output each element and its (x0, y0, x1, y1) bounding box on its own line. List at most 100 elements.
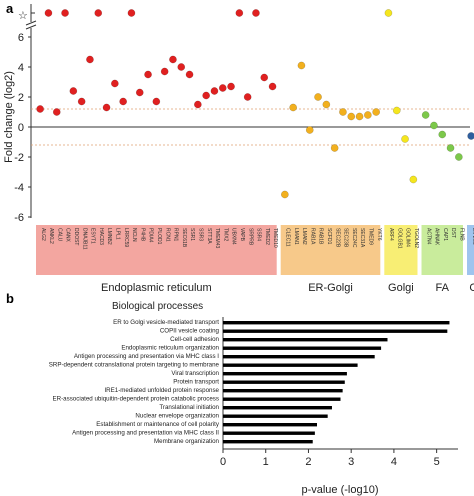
data-point (61, 9, 69, 17)
axis-break-mark (25, 20, 37, 26)
category-box (280, 225, 381, 275)
process-label: Nuclear envelope organization (135, 413, 219, 420)
bar (223, 372, 347, 376)
gene-label: LPL1 (114, 228, 120, 240)
data-point (227, 82, 235, 91)
category-name: ER-Golgi (308, 282, 353, 294)
data-point (421, 111, 430, 119)
category-name: Golgi (388, 282, 414, 294)
data-points (36, 9, 474, 199)
data-point (314, 93, 322, 101)
data-point (401, 135, 409, 143)
bar (223, 329, 448, 333)
data-point (297, 61, 306, 70)
gene-label: ACTN4 (425, 228, 431, 245)
bar (223, 414, 328, 418)
data-point (135, 88, 144, 97)
data-point (322, 100, 331, 109)
bar (223, 380, 345, 384)
data-point (177, 63, 186, 71)
x-tick-label: 0 (220, 456, 226, 468)
gene-label: EIF2S3 (471, 228, 474, 245)
gene-label: ESYT1 (90, 228, 96, 244)
data-point (194, 100, 202, 109)
bar (223, 431, 315, 435)
y-tick-label: 0 (18, 122, 24, 134)
process-label: Cell-cell adhesion (170, 336, 219, 343)
gene-label: YKT6 (376, 228, 382, 241)
gene-label: RAB1B (318, 228, 324, 245)
data-point (218, 84, 227, 92)
data-point (111, 79, 119, 88)
gene-label: DNAJB11 (81, 228, 87, 250)
bar (223, 321, 450, 325)
data-point (144, 70, 152, 79)
process-label: Protein transport (173, 379, 219, 386)
bar (223, 423, 317, 427)
x-tick-label: 5 (434, 456, 440, 468)
category-box (421, 225, 463, 275)
data-point (467, 132, 474, 140)
category-names: Endoplasmic reticulum ER-Golgi Golgi FA Cyto… (101, 282, 474, 294)
gene-label: SSR4 (256, 228, 262, 241)
gene-label: RPN1 (173, 228, 179, 242)
bar (223, 355, 375, 359)
data-point (160, 67, 169, 76)
gene-label: AHNAK (434, 228, 440, 246)
category-name: FA (436, 282, 450, 294)
bar-chart-title: Biological processes (112, 301, 203, 312)
data-point (289, 103, 297, 112)
gene-label: SEC22B (334, 228, 340, 248)
process-label: Translational initiation (159, 404, 219, 411)
category-name: Cytosol (469, 282, 474, 294)
bar (223, 397, 341, 401)
y-tick-label: 4 (18, 62, 24, 74)
data-point (235, 9, 244, 17)
gene-label: ALG2 (40, 228, 46, 241)
fold-change-scatter: 6 4 2 0 -2 -4 -6 Fold change (log2) ALG2… (3, 4, 474, 294)
data-point (77, 97, 86, 106)
gene-label: SRPRB (247, 228, 253, 246)
data-point (355, 112, 364, 121)
data-point (185, 70, 194, 79)
y-tick-label: -2 (14, 152, 24, 164)
data-point (364, 111, 372, 119)
data-point (330, 144, 339, 152)
gene-label: TMED2 (264, 228, 270, 245)
gene-label: SEC31A (359, 228, 365, 248)
gene-label: SEC61B (181, 228, 187, 248)
gene-label: DST (450, 228, 456, 238)
process-label: IRE1-mediated unfolded protein response (104, 387, 219, 394)
y-tick-label: 6 (18, 32, 24, 44)
biological-process-bar-chart: ER to Golgi vesicle-mediated transport CO… (49, 317, 458, 496)
bar (223, 346, 382, 350)
break-star-label: ☆ (18, 10, 28, 22)
gene-label: PDIA4 (148, 228, 154, 243)
gene-label: GOLGB1 (396, 228, 402, 249)
gene-label: TMEM43 (214, 228, 220, 249)
data-point (281, 190, 289, 199)
data-point (119, 97, 127, 106)
gene-label: SSR3 (197, 228, 203, 241)
gene-label: LMNB2 (106, 228, 112, 245)
data-point (102, 103, 111, 112)
process-label: Antigen processing and presentation via … (72, 430, 219, 437)
y-tick-label: -6 (14, 212, 24, 224)
data-point (260, 73, 269, 82)
gene-label: LMAN2 (301, 228, 307, 245)
process-label: ER to Golgi vesicle-mediated transport (113, 319, 219, 326)
data-point (243, 93, 252, 101)
process-label: Establishment or maintenance of cell pol… (96, 421, 220, 428)
gene-label: CANX (65, 228, 71, 243)
data-point (252, 9, 260, 17)
data-point (127, 9, 136, 17)
panel-b-letter: b (6, 291, 14, 306)
process-label: COPII vesicle coating (160, 328, 220, 335)
gene-label: TGOLN2 (413, 228, 419, 248)
data-point (94, 9, 103, 17)
gene-label: CAP1 (442, 228, 448, 241)
axis-break-mark (25, 24, 37, 30)
gene-label: LRRC59 (123, 228, 129, 247)
data-point (347, 112, 356, 121)
data-point (36, 105, 44, 113)
